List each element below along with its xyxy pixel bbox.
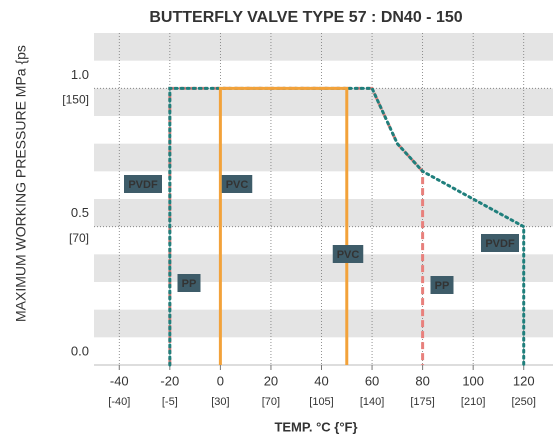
series-line [168,86,526,367]
y-axis-label: MAXIMUM WORKING PRESSURE MPa {ps [13,45,29,322]
x2-tick-label: [175] [410,396,434,408]
series-label: PP [177,274,201,292]
x2-tick-label: [-5] [162,396,178,408]
background-band [94,33,553,61]
series-label-box [124,175,162,193]
x-axis-label: TEMP. °C {°F} [274,419,357,434]
x-tick-label: -20 [160,373,179,388]
y-tick-label: 0.5 [71,205,89,220]
background-band [94,199,553,227]
background-band [94,254,553,282]
x2-tick-label: [210] [461,396,485,408]
x2-tick-label: [250] [511,396,535,408]
series-label: PVDF [124,175,162,193]
series-label: PP [430,276,454,294]
x-tick-label: -40 [110,373,129,388]
series-label-text: PVDF [485,238,515,250]
series-label-text: PP [182,278,197,290]
x-tick-label: 40 [314,373,328,388]
series-line [218,86,349,365]
series-label-text: PVDF [128,179,158,191]
chart-title: BUTTERFLY VALVE TYPE 57 : DN40 - 150 [149,9,462,26]
x2-tick-label: [105] [309,396,333,408]
series-label-box [177,274,201,292]
y-tick-label: 0.0 [71,343,89,358]
series-label-text: PVC [337,249,360,261]
x2-tick-label: [140] [360,396,384,408]
series-label: PVC [332,245,364,263]
x2-tick-label: [30] [211,396,229,408]
x2-tick-label: [70] [262,396,280,408]
background-band [94,143,553,172]
x-tick-label: 100 [462,373,484,388]
x2-tick-label: [-40] [108,396,130,408]
series-label-box [430,276,454,294]
series-label: PVDF [481,234,519,252]
x-tick-label: 0 [217,373,224,388]
y2-tick-label: [150] [62,93,89,107]
series-label: PVC [221,175,253,193]
x-tick-label: 20 [264,373,278,388]
y2-tick-label: [70] [69,231,89,245]
background-band [94,309,553,338]
background-band [94,88,553,116]
x-tick-label: 80 [415,373,429,388]
y-tick-label: 1.0 [71,67,89,82]
series-label-text: PVC [226,179,249,191]
x-tick-label: 60 [365,373,379,388]
series-label-box [221,175,253,193]
series-label-text: PP [435,280,450,292]
series-label-box [332,245,364,263]
series-label-box [481,234,519,252]
x-tick-label: 120 [513,373,535,388]
